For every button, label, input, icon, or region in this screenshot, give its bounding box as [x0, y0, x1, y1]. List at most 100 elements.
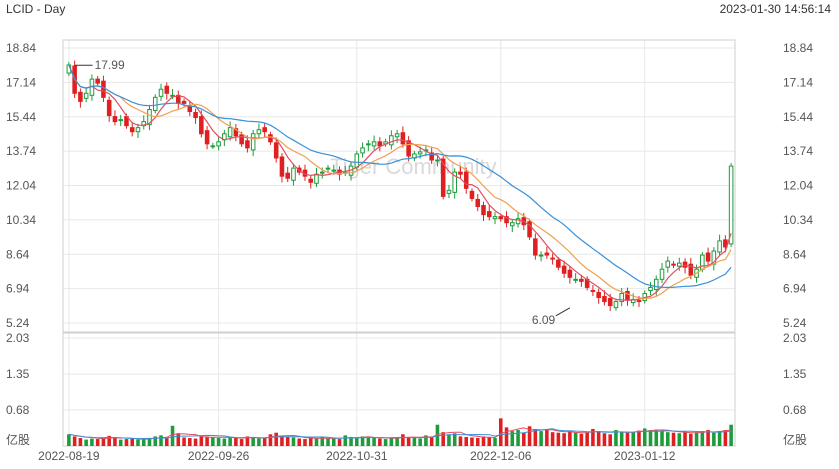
volume-bar: [729, 424, 733, 446]
candle-body: [728, 165, 734, 245]
candle-body: [400, 132, 406, 145]
volume-bar: [343, 435, 348, 446]
candle-body: [268, 134, 273, 143]
candle-body: [106, 99, 112, 117]
volume-bar: [234, 438, 238, 446]
date-tick-label: 2023-01-12: [614, 449, 676, 463]
candle-body: [475, 198, 481, 208]
volume-bar: [193, 438, 198, 446]
candle-body: [510, 222, 515, 227]
volume-bar: [660, 431, 664, 446]
price-tick-label-left: 15.44: [6, 110, 36, 124]
volume-bar: [614, 430, 618, 446]
volume-bar: [136, 439, 140, 446]
volume-bar: [545, 430, 549, 446]
volume-bar: [573, 432, 578, 446]
candle-body: [590, 289, 596, 292]
candle-body: [250, 133, 256, 151]
candle-body: [550, 257, 555, 260]
candle-body: [210, 145, 216, 148]
candle-body: [152, 96, 158, 111]
candle-body: [394, 133, 400, 138]
volume-bar: [591, 428, 595, 446]
price-tick-label-right: 8.64: [783, 247, 807, 261]
volume-bar: [268, 434, 273, 446]
volume-bar: [671, 432, 676, 446]
volume-bar: [147, 438, 152, 446]
volume-bar: [625, 432, 630, 446]
candle-body: [112, 116, 118, 123]
candle-body: [147, 108, 152, 126]
volume-bar: [84, 439, 88, 446]
volume-bar: [608, 434, 612, 446]
volume-bar: [487, 437, 492, 446]
candle-body: [360, 147, 365, 154]
candle-body: [216, 141, 221, 147]
candle-body: [118, 119, 123, 122]
volume-bar: [464, 436, 469, 446]
candle-body: [705, 252, 711, 262]
volume-bars: [67, 418, 733, 446]
volume-bar: [522, 432, 526, 446]
price-panel-frame: [62, 39, 736, 334]
volume-bar: [447, 434, 451, 446]
price-tick-label-right: 10.34: [783, 213, 813, 227]
candle-body: [561, 265, 567, 274]
candle-body: [325, 167, 331, 170]
volume-bar: [216, 438, 221, 446]
candle-body: [481, 205, 486, 216]
candle-body: [199, 116, 204, 135]
volume-bar: [262, 438, 267, 446]
volume-bar: [124, 439, 129, 446]
price-tick-label-right: 15.44: [783, 110, 813, 124]
volume-bar: [297, 438, 302, 446]
volume-bar: [164, 437, 169, 446]
candle-body: [469, 190, 475, 199]
candle-body: [417, 151, 423, 155]
candle-body: [273, 142, 279, 159]
volume-bar: [280, 435, 284, 446]
price-tick-label-left: 18.84: [6, 41, 36, 55]
candle-body: [492, 216, 498, 220]
date-tick-label: 2022-10-31: [326, 449, 388, 463]
volume-bar: [331, 438, 336, 446]
volume-bar: [314, 438, 319, 446]
date-tick-label: 2022-09-26: [188, 449, 250, 463]
volume-bar: [429, 436, 434, 446]
candle-body: [239, 134, 244, 145]
candle-body: [446, 189, 452, 194]
candle-body: [452, 171, 457, 193]
volume-bar: [717, 431, 722, 446]
volume-bar: [389, 437, 394, 446]
candle-body: [527, 221, 532, 238]
candle-body: [389, 135, 394, 146]
ma-slow-line: [68, 64, 732, 289]
volume-panel-frame: [62, 331, 736, 447]
volume-bar: [182, 437, 186, 446]
volume-bar: [424, 435, 428, 446]
candle-body: [723, 239, 728, 248]
candle-body: [366, 143, 371, 146]
volume-bar: [539, 431, 543, 446]
candle-body: [567, 269, 573, 278]
volume-bar: [366, 437, 371, 446]
candle-body: [331, 169, 337, 172]
volume-bar: [199, 435, 204, 446]
volume-bar: [723, 430, 728, 446]
volume-bar: [441, 432, 445, 446]
candle-body: [636, 300, 642, 303]
axes: 18.84 18.84 17.14 17.14 15.44 15.44 13.74 13.74…: [6, 41, 813, 463]
volume-bar: [372, 438, 376, 446]
annotation-low-label: 6.09: [532, 313, 556, 327]
chart-timestamp: 2023-01-30 14:56:14: [719, 2, 831, 16]
volume-bar: [72, 436, 77, 446]
candle-body: [406, 140, 411, 157]
volume-bar: [585, 432, 589, 446]
volume-bar: [337, 439, 342, 446]
candle-body: [463, 171, 469, 189]
price-tick-label-left: 8.64: [6, 247, 30, 261]
volume-bar: [107, 435, 111, 446]
candle-body: [83, 92, 89, 99]
volume-bar: [452, 433, 457, 446]
candle-body: [458, 171, 463, 175]
